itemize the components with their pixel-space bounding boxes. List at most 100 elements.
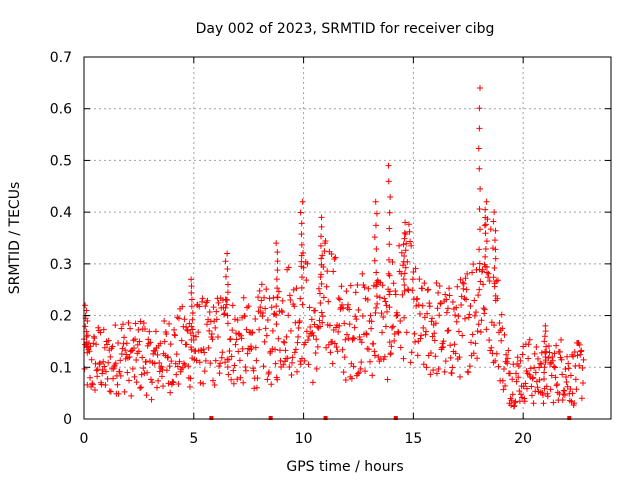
data-point: [424, 287, 431, 294]
data-point: [282, 347, 289, 354]
data-point: [291, 303, 298, 310]
data-point: [228, 353, 235, 360]
data-point: [232, 341, 239, 348]
data-point: [386, 304, 393, 311]
data-point: [331, 340, 338, 347]
data-point: [171, 326, 178, 333]
data-point: [208, 331, 215, 338]
axis-ticks: [83, 56, 611, 420]
data-point: [121, 388, 128, 395]
data-point: [336, 322, 343, 329]
x-tick-label: 0: [80, 431, 89, 447]
data-point: [343, 288, 350, 295]
data-point: [530, 374, 537, 381]
data-point: [170, 379, 177, 386]
data-point: [200, 346, 207, 353]
y-axis-label: SRMTID / TECUs: [7, 182, 23, 295]
data-point: [112, 360, 119, 367]
data-point: [495, 363, 502, 370]
data-point: [477, 185, 484, 192]
data-point: [330, 268, 337, 275]
data-point: [427, 371, 434, 378]
data-point: [562, 365, 569, 372]
data-point: [121, 334, 128, 341]
data-point: [493, 350, 500, 357]
data-point: [542, 359, 549, 366]
data-point: [268, 304, 275, 311]
data-point: [522, 380, 529, 387]
data-point: [528, 392, 535, 399]
data-point: [318, 280, 325, 287]
data-point: [492, 357, 499, 364]
data-point: [396, 242, 403, 249]
data-point: [351, 335, 358, 342]
data-point: [475, 292, 482, 299]
data-point: [340, 369, 347, 376]
data-point: [131, 373, 138, 380]
data-point: [84, 344, 91, 351]
data-point: [184, 326, 191, 333]
y-tick-label: 0.7: [50, 50, 72, 66]
data-point: [471, 297, 478, 304]
data-point: [372, 222, 379, 229]
data-point: [272, 360, 279, 367]
data-point: [207, 360, 214, 367]
data-point: [477, 85, 484, 92]
data-point: [472, 309, 479, 316]
data-point: [124, 369, 131, 376]
data-point: [297, 295, 304, 302]
data-point: [107, 388, 114, 395]
data-point: [279, 309, 286, 316]
data-point: [447, 342, 454, 349]
data-point: [400, 241, 407, 248]
data-point: [558, 336, 565, 343]
data-point: [502, 382, 509, 389]
data-point: [224, 320, 231, 327]
data-point: [222, 359, 229, 366]
data-point: [382, 298, 389, 305]
data-point: [460, 285, 467, 292]
data-point: [319, 252, 326, 259]
data-point: [492, 246, 499, 253]
data-point: [224, 281, 231, 288]
data-point: [158, 373, 165, 380]
data-point: [231, 362, 238, 369]
data-point: [446, 292, 453, 299]
data-point: [374, 281, 381, 288]
data-point: [544, 393, 551, 400]
data-point: [407, 238, 414, 245]
data-point: [492, 227, 499, 234]
data-point: [222, 304, 229, 311]
data-point: [398, 249, 405, 256]
data-point: [436, 312, 443, 319]
data-point: [274, 258, 281, 265]
data-point: [301, 357, 308, 364]
data-point: [307, 324, 314, 331]
data-point: [310, 332, 317, 339]
data-point: [96, 361, 103, 368]
data-point: [223, 296, 230, 303]
data-point: [340, 305, 347, 312]
data-point: [498, 337, 505, 344]
data-point: [93, 367, 100, 374]
data-point: [561, 392, 568, 399]
data-point: [313, 365, 320, 372]
zero-marker: [567, 416, 572, 420]
data-point: [553, 382, 560, 389]
data-point: [175, 380, 182, 387]
data-point: [107, 353, 114, 360]
data-point: [401, 270, 408, 277]
data-point: [230, 367, 237, 374]
data-point: [417, 335, 424, 342]
data-point: [352, 289, 359, 296]
data-point: [189, 316, 196, 323]
data-point: [196, 359, 203, 366]
data-point: [359, 313, 366, 320]
data-point: [334, 348, 341, 355]
data-point: [93, 341, 100, 348]
data-point: [188, 303, 195, 310]
data-point: [264, 376, 271, 383]
data-point: [419, 302, 426, 309]
data-point: [247, 343, 254, 350]
data-point: [104, 375, 111, 382]
